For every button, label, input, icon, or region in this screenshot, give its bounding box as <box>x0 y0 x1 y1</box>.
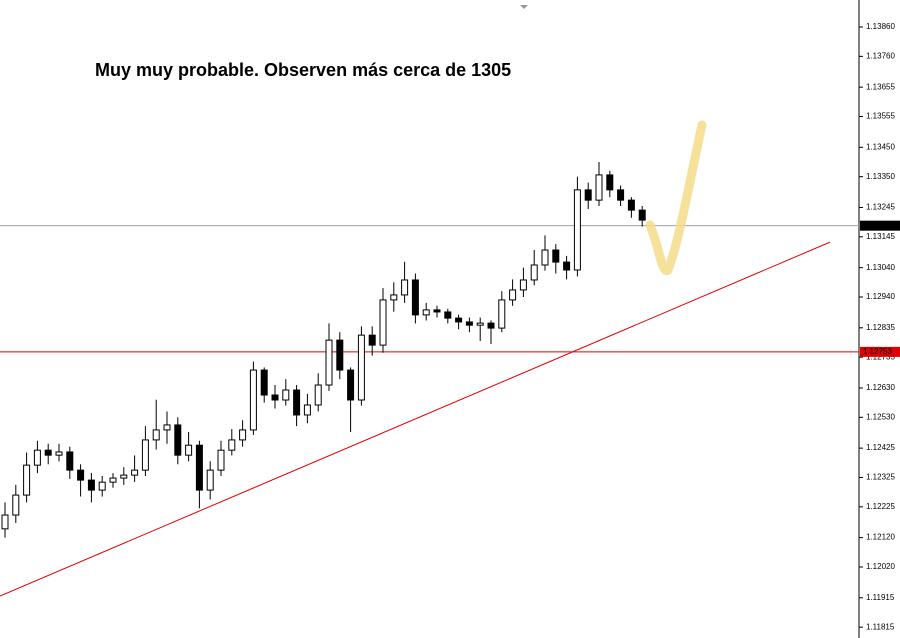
candle-body <box>455 317 463 323</box>
candle-body <box>12 494 20 516</box>
candle-body <box>390 294 398 301</box>
candle-body <box>563 261 571 271</box>
candle-body <box>55 451 63 456</box>
candle-body <box>163 424 171 431</box>
candle-body <box>77 469 85 481</box>
y-tick-label: 1.11815 <box>866 622 895 631</box>
candle-body <box>23 464 31 496</box>
candle-body <box>44 449 52 456</box>
candle-body <box>293 389 301 416</box>
y-tick-label: 1.12120 <box>866 533 895 542</box>
candle-body <box>206 469 214 491</box>
candle-body <box>325 339 333 386</box>
candle-body <box>617 189 625 201</box>
candle-body <box>530 264 538 281</box>
candle-body <box>498 299 506 329</box>
price-axis: 1.13860 1.13760 1.13655 1.13555 1.13450 1.133… <box>859 22 900 631</box>
candle-body <box>552 249 560 263</box>
candle-body <box>120 474 128 479</box>
candle-body <box>336 339 344 371</box>
y-tick-label: 1.12835 <box>866 323 895 332</box>
check-mark-annotation <box>645 120 707 276</box>
candle-body <box>509 289 517 301</box>
candle-body <box>411 279 419 316</box>
plot-area <box>0 161 859 597</box>
y-tick-label: 1.12325 <box>866 473 895 482</box>
candle-body <box>465 321 473 326</box>
y-tick-label: 1.13450 <box>866 142 895 151</box>
candle-body <box>185 444 193 456</box>
candle-body <box>249 369 257 431</box>
candle-body <box>379 299 387 346</box>
candle-body <box>239 429 247 441</box>
candle-body <box>109 477 117 483</box>
candle-body <box>487 322 495 329</box>
y-tick-label: 1.13350 <box>866 172 895 181</box>
candle-body <box>282 389 290 401</box>
y-tick-label: 1.12425 <box>866 443 895 452</box>
scroll-marker <box>520 5 528 9</box>
candle-body <box>595 174 603 201</box>
y-tick-label: 1.12530 <box>866 412 895 421</box>
candle-body <box>131 469 139 476</box>
candle-body <box>66 451 74 471</box>
candle-body <box>195 444 203 491</box>
price-label-box <box>860 220 900 231</box>
y-tick-label: 1.12630 <box>866 383 895 392</box>
y-tick-label: 1.13555 <box>866 112 895 121</box>
y-tick-label: 1.13655 <box>866 82 895 91</box>
candle-body <box>98 481 106 491</box>
candle-body <box>314 384 322 406</box>
y-tick-label: 1.12020 <box>866 562 895 571</box>
candle-body <box>573 189 581 271</box>
candle-body <box>584 189 592 201</box>
y-tick-label: 1.13040 <box>866 263 895 272</box>
candle-body <box>606 174 614 191</box>
candle-body <box>541 249 549 266</box>
candle-body <box>422 309 430 316</box>
candle-body <box>87 479 95 491</box>
candle-body <box>228 439 236 451</box>
candle-body <box>174 424 182 456</box>
candle-body <box>217 449 225 471</box>
candle-body <box>638 209 646 221</box>
candle-body <box>271 394 279 401</box>
y-tick-label: 1.13145 <box>866 232 895 241</box>
candle-body <box>357 334 365 401</box>
candle-body <box>152 429 160 441</box>
candle-body <box>401 279 409 296</box>
y-tick-label: 1.13860 <box>866 22 895 31</box>
candle-body <box>433 309 441 313</box>
candle-body <box>141 439 149 471</box>
price-label: 1.13183 <box>863 221 892 230</box>
candle-body <box>303 404 311 416</box>
candle-body <box>33 449 41 466</box>
chart-title: Muy muy probable. Observen más cerca de … <box>95 60 511 80</box>
candle-body <box>368 334 376 346</box>
price-label: 1.12753 <box>863 347 892 356</box>
price-label-box <box>860 346 900 357</box>
candle-body <box>347 369 355 401</box>
y-tick-label: 1.11915 <box>866 593 895 602</box>
candle-body <box>260 369 268 396</box>
candle-body <box>627 199 635 211</box>
candle-body <box>519 279 527 291</box>
candle-body <box>444 311 452 319</box>
candle-body <box>1 514 9 530</box>
y-tick-label: 1.12940 <box>866 292 895 301</box>
candle-body <box>476 322 484 326</box>
y-tick-label: 1.12225 <box>866 502 895 511</box>
y-tick-label: 1.13245 <box>866 203 895 212</box>
y-tick-label: 1.13760 <box>866 51 895 60</box>
trendline <box>0 241 831 597</box>
